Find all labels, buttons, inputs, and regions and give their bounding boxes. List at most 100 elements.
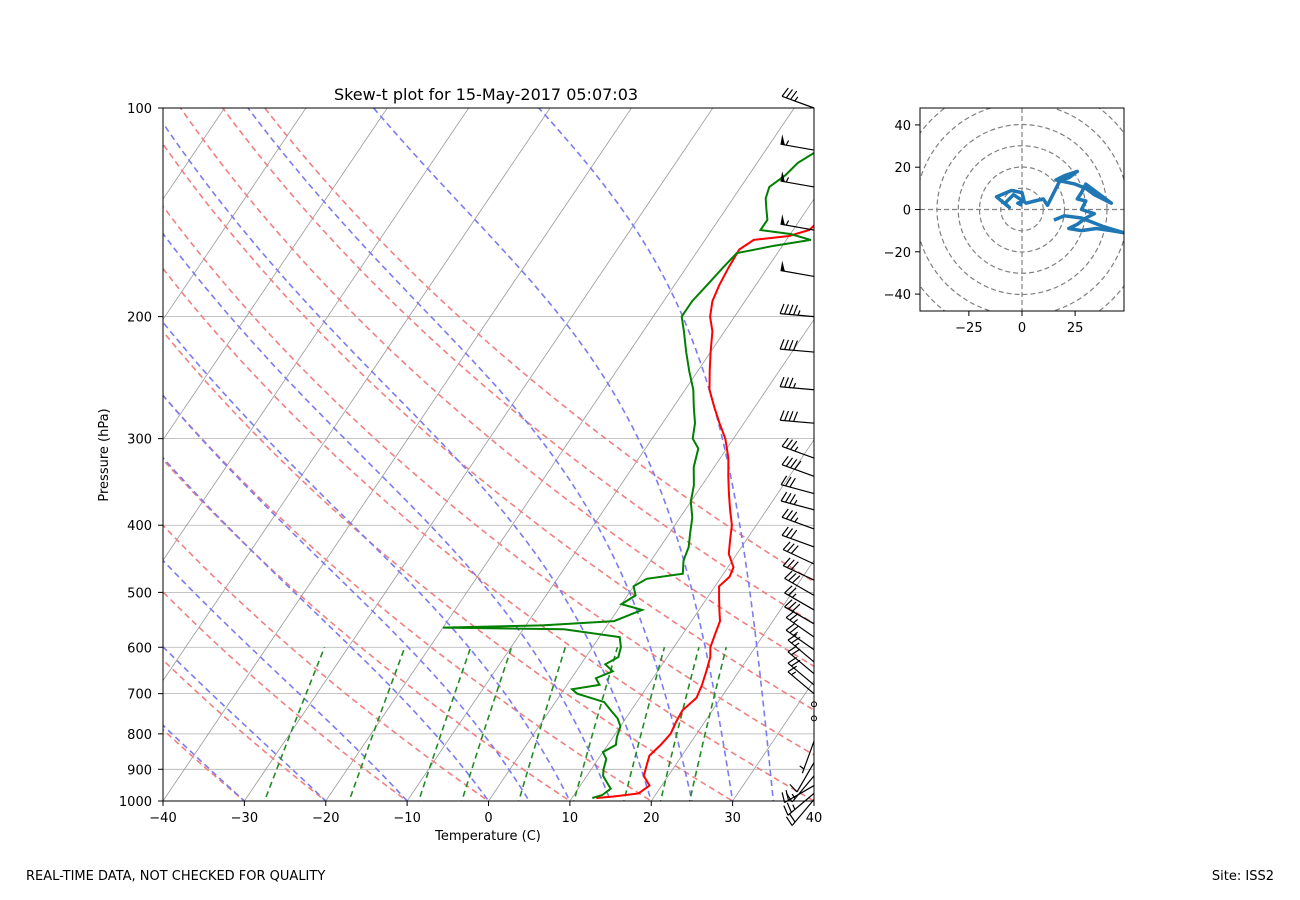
barb-full	[791, 636, 801, 644]
barb-full	[789, 783, 798, 793]
wind-barb	[787, 656, 815, 686]
y-tick-label: 600	[127, 641, 152, 656]
y-tick-label: 500	[127, 586, 152, 601]
hodo-y-tick-label: 20	[894, 161, 911, 176]
barb-full	[785, 89, 793, 99]
barb-full	[793, 304, 798, 316]
barb-full	[790, 511, 798, 521]
wind-barb	[785, 623, 815, 651]
barb-half	[791, 671, 797, 676]
barb-staff	[781, 484, 815, 495]
hodo-y-tick-label: 0	[903, 204, 911, 219]
barb-full	[794, 460, 802, 470]
moist-adiabat	[372, 108, 734, 801]
barb-flag	[780, 214, 785, 225]
y-tick-label: 200	[127, 311, 152, 326]
barb-full	[787, 656, 798, 664]
wind-barb	[787, 665, 815, 695]
barb-full	[781, 87, 789, 97]
barb-full	[781, 455, 789, 466]
barb-half	[799, 765, 805, 770]
barb-full	[790, 529, 798, 539]
barb-full	[783, 805, 789, 816]
barb-half	[785, 177, 790, 183]
dry-adiabat	[163, 524, 490, 801]
wind-barb	[780, 214, 815, 231]
barb-full	[781, 508, 789, 518]
barb-full	[787, 633, 798, 641]
barb-full	[788, 601, 797, 610]
isotherm	[163, 108, 632, 801]
barb-full	[784, 570, 793, 579]
wind-barb	[785, 799, 815, 826]
hodo-y-tick-label: −20	[884, 246, 911, 261]
barb-full	[785, 816, 793, 826]
mixing-ratio-line	[517, 647, 567, 801]
isotherm	[163, 108, 226, 200]
wind-barb	[780, 134, 815, 151]
barb-full	[782, 541, 791, 551]
barb-full	[782, 557, 791, 567]
quality-disclaimer: REAL-TIME DATA, NOT CHECKED FOR QUALITY	[26, 869, 326, 884]
barb-full	[786, 543, 795, 552]
barb-staff	[780, 348, 815, 353]
barb-full	[784, 585, 793, 594]
x-tick-label: 20	[643, 811, 660, 826]
barb-full	[788, 304, 794, 315]
barb-half	[785, 220, 790, 226]
wind-barb	[785, 610, 815, 638]
dry-adiabat	[264, 108, 814, 583]
moist-adiabat	[163, 232, 612, 801]
barb-full	[779, 339, 785, 350]
barb-full	[788, 411, 794, 422]
isotherm	[885, 93, 1300, 816]
barb-staff	[780, 223, 815, 231]
isotherm	[325, 108, 795, 801]
barb-full	[784, 339, 790, 350]
wind-barb	[782, 541, 815, 565]
y-tick-label: 400	[127, 519, 152, 534]
moist-adiabat	[163, 394, 531, 801]
barb-flag	[780, 171, 785, 182]
barb-staff	[784, 577, 815, 596]
barb-full	[785, 623, 795, 631]
mixing-ratio-line	[263, 647, 326, 801]
mixing-ratio-line	[348, 647, 406, 801]
wind-barb	[787, 645, 815, 675]
barb-full	[788, 339, 794, 351]
mixing-ratio-line	[688, 647, 727, 801]
isotherm	[163, 108, 307, 321]
mixing-ratio-line	[417, 647, 472, 801]
isotherm	[163, 108, 388, 441]
isotherm	[650, 559, 814, 801]
barb-staff	[801, 741, 815, 774]
barb-half	[793, 631, 798, 636]
barb-full	[785, 528, 793, 538]
barb-staff	[780, 386, 815, 391]
wind-barb	[799, 741, 815, 774]
barb-staff	[780, 313, 815, 318]
barb-staff	[787, 662, 815, 686]
barb-staff	[784, 785, 815, 804]
mixing-ratio-line	[623, 647, 666, 801]
barb-staff	[784, 606, 815, 625]
hodograph-plot-area	[920, 108, 1124, 311]
barb-full	[781, 792, 786, 803]
barb-staff	[796, 762, 815, 793]
barb-full	[790, 440, 798, 450]
barb-full	[787, 665, 798, 673]
barb-half	[793, 499, 798, 505]
wind-barb	[780, 475, 815, 495]
barb-full	[784, 304, 790, 315]
barb-staff	[791, 775, 815, 803]
barb-staff	[780, 180, 815, 188]
barb-full	[788, 813, 796, 823]
dewpoint-profile	[442, 151, 814, 799]
barb-full	[788, 587, 797, 596]
barb-staff	[780, 419, 815, 424]
site-label: Site: ISS2	[1211, 869, 1274, 884]
barb-full	[784, 476, 792, 487]
moist-adiabat	[163, 321, 571, 801]
barb-staff	[785, 617, 815, 638]
